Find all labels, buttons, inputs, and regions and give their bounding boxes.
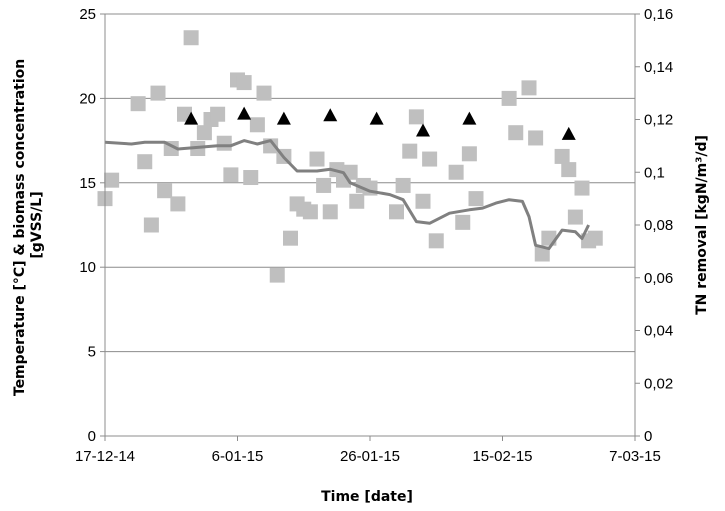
tn-removal-point — [210, 106, 226, 122]
axes — [100, 13, 640, 441]
biomass-point — [323, 108, 338, 122]
y-left-tick-label: 10 — [79, 259, 96, 276]
tn-removal-point — [448, 164, 464, 180]
tn-removal-point — [243, 170, 259, 186]
tn-removal-point — [468, 191, 484, 207]
biomass-point — [237, 106, 252, 120]
biomass-point — [462, 111, 477, 125]
temperature-line-series — [104, 139, 590, 251]
tn-removal-point — [521, 80, 537, 96]
y-right-tick-label: 0,02 — [644, 375, 673, 392]
tn-removal-point — [402, 143, 418, 159]
tn-removal-point — [534, 246, 550, 262]
tn-removal-point — [256, 85, 272, 101]
tn-removal-series — [97, 30, 603, 283]
y-right-tick-label: 0,1 — [644, 164, 665, 181]
tn-removal-point — [170, 196, 186, 212]
tn-removal-point — [322, 204, 338, 220]
tn-removal-point — [236, 75, 252, 91]
tn-removal-point — [455, 214, 471, 230]
tn-removal-point — [461, 146, 477, 162]
y-axis-left-title-line1: Temperature [°C] & biomass concentration — [12, 59, 28, 396]
biomass-point — [561, 126, 576, 140]
tn-removal-point — [415, 193, 431, 209]
tn-removal-point — [283, 230, 298, 246]
tn-removal-point — [316, 177, 332, 193]
y-left-tick-label: 15 — [79, 175, 96, 192]
tn-removal-point — [395, 177, 411, 193]
tn-removal-point — [408, 109, 424, 125]
y-left-tick-label: 20 — [79, 90, 96, 107]
tn-removal-point — [130, 96, 146, 112]
y-axis-left-title: Temperature [°C] & biomass concentration… — [12, 54, 45, 396]
biomass-point — [184, 111, 199, 125]
tn-removal-point — [587, 230, 603, 246]
x-axis-title: Time [date] — [321, 489, 413, 505]
tn-removal-point — [143, 217, 159, 233]
tn-removal-point — [389, 204, 404, 220]
y-right-tick-label: 0 — [644, 428, 652, 445]
tn-removal-point — [302, 204, 318, 220]
tn-removal-point — [349, 193, 365, 209]
tn-removal-point — [137, 154, 153, 170]
tn-removal-point — [528, 130, 544, 146]
tn-removal-point — [249, 117, 265, 133]
tn-removal-point — [309, 151, 325, 167]
tn-removal-point — [223, 167, 239, 183]
tn-removal-point — [428, 233, 444, 249]
tn-removal-point — [574, 180, 590, 196]
y-right-tick-label: 0,06 — [644, 270, 673, 287]
biomass-point — [416, 123, 430, 137]
y-axis-right-title: TN removal [kgN/m³/d] — [694, 135, 710, 315]
biomass-series — [184, 106, 576, 140]
x-tick-label: 26-01-15 — [340, 448, 400, 465]
y-right-tick-label: 0,14 — [644, 59, 673, 76]
tick-labels: 0 5 10 15 20 25 0 0,02 0,04 0,06 0,08 0,1 0,12 0,14 0,… — [75, 6, 673, 465]
y-right-tick-label: 0,08 — [644, 217, 673, 234]
y-axis-left-title-line2: [gVSS/L] — [29, 191, 45, 258]
tn-removal-point — [508, 125, 524, 141]
tn-removal-point — [561, 162, 577, 178]
tn-removal-point — [196, 125, 212, 141]
tn-removal-point — [150, 85, 166, 101]
y-left-tick-label: 5 — [88, 344, 96, 361]
x-tick-label: 6-01-15 — [212, 448, 264, 465]
biomass-point — [369, 111, 384, 125]
tn-removal-point — [567, 209, 583, 225]
tn-removal-point — [216, 135, 232, 151]
tn-removal-point — [554, 148, 570, 164]
x-tick-label: 7-03-15 — [609, 448, 661, 465]
biomass-point — [276, 111, 291, 125]
tn-removal-point — [183, 30, 199, 46]
y-left-tick-label: 25 — [79, 6, 96, 23]
y-right-tick-label: 0,12 — [644, 112, 673, 129]
tn-removal-point — [157, 183, 173, 199]
y-right-tick-label: 0,04 — [644, 323, 673, 340]
x-tick-label: 17-12-14 — [75, 448, 135, 465]
y-left-tick-label: 0 — [88, 428, 96, 445]
tn-removal-point — [269, 267, 285, 283]
tn-removal-point — [104, 172, 120, 188]
tn-removal-point — [422, 151, 438, 167]
temperature-line — [104, 139, 590, 251]
tn-removal-point — [501, 90, 517, 106]
x-tick-label: 15-02-15 — [472, 448, 532, 465]
y-right-tick-label: 0,16 — [644, 6, 673, 23]
